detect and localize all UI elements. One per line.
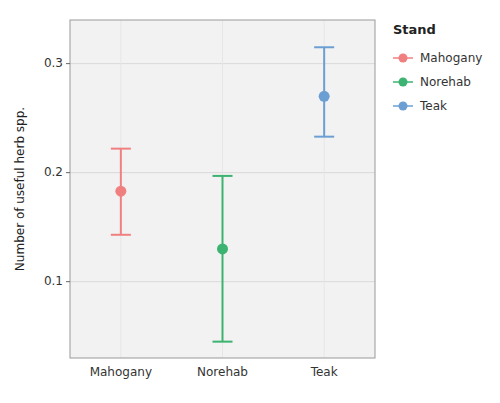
legend-marker [399,54,408,63]
legend-label: Mahogany [420,51,482,65]
x-tick-label: Mahogany [90,365,152,379]
x-tick-label: Norehab [197,365,248,379]
errorbar-group [213,176,233,342]
error-cap-low [111,234,131,236]
grid-line-x [222,20,223,358]
y-axis: 0.1 0.2 0.3 [44,56,70,288]
grid-line-x [324,20,325,358]
plot-background [70,20,375,358]
legend-title: Stand [393,22,436,37]
chart: 0.1 0.2 0.3 Number of useful herb spp. Mahog… [0,0,500,403]
error-cap-high [213,175,233,177]
legend: Stand Mahogany Norehab Teak [393,22,482,113]
error-bar [222,176,224,342]
plot-frame [70,20,375,358]
y-tick-label: 0.2 [44,165,63,179]
error-cap-low [314,136,334,138]
mean-point [319,91,330,102]
y-tick-label: 0.1 [44,274,63,288]
mean-point [115,186,126,197]
error-cap-low [213,341,233,343]
errorbar-group [314,47,334,136]
error-cap-high [314,46,334,48]
legend-label: Norehab [420,75,471,89]
x-tick-label: Teak [310,365,338,379]
legend-marker [399,102,408,111]
y-tick [66,281,70,282]
x-axis: Mahogany Norehab Teak [90,365,338,379]
y-axis-label: Number of useful herb spp. [13,107,27,271]
grid [70,20,375,358]
y-tick-label: 0.3 [44,56,63,70]
errorbar-group [111,149,131,235]
legend-marker [399,78,408,87]
mean-point [217,243,228,254]
y-tick [66,63,70,64]
legend-label: Teak [419,99,447,113]
error-cap-high [111,148,131,150]
marks [111,47,334,341]
y-tick [66,172,70,173]
